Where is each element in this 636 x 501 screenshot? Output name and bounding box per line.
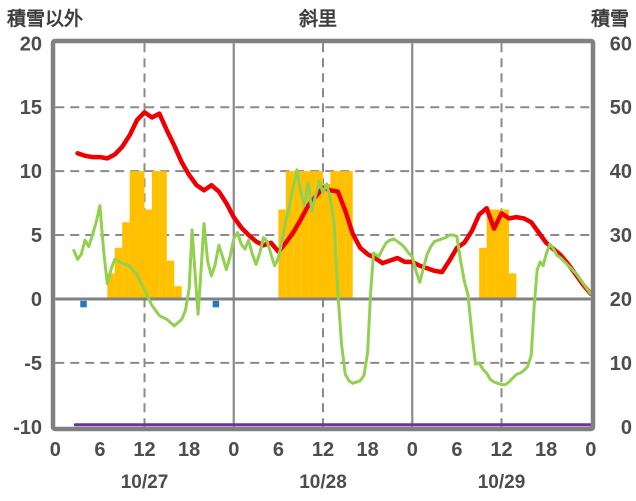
- left-axis-tick-label: 5: [31, 225, 42, 247]
- orange-precip-bar: [137, 171, 145, 301]
- orange-precip-bar: [501, 209, 509, 301]
- x-axis-date-label: 10/27: [121, 472, 169, 493]
- orange-precip-bar: [323, 183, 331, 301]
- right-axis-tick-label: 40: [610, 161, 632, 183]
- x-axis-date-label: 10/28: [299, 472, 347, 493]
- x-axis-hour-label: 18: [535, 439, 557, 461]
- red-line: [75, 110, 593, 297]
- orange-precip-bar: [308, 171, 316, 301]
- right-axis-tick-label: 20: [610, 289, 632, 311]
- right-axis-tick-label: 10: [610, 353, 632, 375]
- x-axis-hour-label: 0: [228, 439, 239, 461]
- green-line: [72, 168, 593, 387]
- right-axis-tick-label: 30: [610, 225, 632, 247]
- x-axis-hour-label: 12: [490, 439, 512, 461]
- left-axis-tick-label: 20: [20, 33, 42, 55]
- orange-precip-bar: [159, 171, 167, 301]
- right-axis-tick-label: 50: [610, 97, 632, 119]
- x-axis-hour-label: 6: [451, 439, 462, 461]
- orange-precip-bar: [345, 171, 353, 301]
- left-axis-tick-label: -5: [24, 353, 42, 375]
- orange-precip-bar: [337, 171, 346, 301]
- orange-precip-bar: [129, 171, 138, 301]
- x-axis-hour-label: 12: [133, 439, 155, 461]
- orange-precip-bar: [508, 273, 517, 301]
- x-axis-hour-label: 12: [312, 439, 334, 461]
- orange-precip-bar: [315, 171, 323, 301]
- right-axis-title: 積雪: [590, 9, 629, 30]
- x-axis-date-label: 10/29: [478, 472, 526, 493]
- blue-square-marker: [212, 300, 220, 308]
- x-axis-hour-label: 6: [273, 439, 284, 461]
- orange-precip-bar: [486, 209, 495, 301]
- left-axis-tick-label: 0: [31, 289, 42, 311]
- plot-frame: [50, 38, 596, 432]
- x-axis-hour-label: 0: [585, 439, 596, 461]
- x-axis-hour-label: 18: [178, 439, 200, 461]
- x-axis-hour-label: 0: [407, 439, 418, 461]
- orange-precip-bar: [300, 171, 309, 301]
- orange-precip-bar: [144, 209, 152, 301]
- orange-precip-bar: [479, 247, 487, 301]
- orange-precip-bar: [278, 209, 286, 301]
- orange-precip-bar: [174, 286, 182, 301]
- orange-precip-bar: [122, 222, 130, 301]
- orange-precip-bar: [293, 171, 301, 301]
- blue-square-marker: [80, 300, 87, 308]
- x-axis-hour-label: 0: [50, 439, 61, 461]
- right-axis-tick-label: 60: [610, 33, 632, 55]
- x-axis-hour-label: 18: [357, 439, 379, 461]
- left-axis-tick-label: -10: [13, 417, 42, 439]
- right-axis-tick-label: 0: [621, 417, 632, 439]
- left-axis-title: 積雪以外: [7, 9, 84, 30]
- orange-precip-bar: [114, 247, 123, 301]
- x-axis-hour-label: 6: [94, 439, 105, 461]
- orange-precip-bar: [166, 260, 175, 301]
- left-axis-tick-label: 10: [20, 161, 42, 183]
- chart-title: 斜里: [298, 9, 337, 30]
- orange-precip-bar: [151, 171, 160, 301]
- left-axis-tick-label: 15: [20, 97, 42, 119]
- orange-precip-bar: [494, 209, 502, 301]
- orange-precip-bar: [107, 273, 115, 301]
